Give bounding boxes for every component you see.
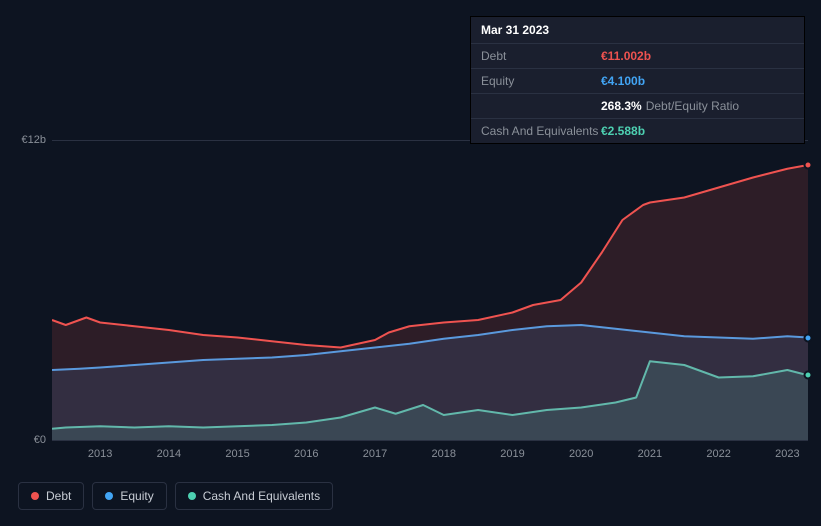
legend-label: Cash And Equivalents bbox=[203, 489, 320, 503]
tooltip-row-label: Debt bbox=[481, 49, 601, 63]
y-axis-label: €0 bbox=[34, 434, 46, 446]
tooltip-row-value: 268.3%Debt/Equity Ratio bbox=[601, 99, 739, 113]
tooltip-row: Equity€4.100b bbox=[471, 69, 804, 94]
legend-item[interactable]: Debt bbox=[18, 482, 84, 510]
x-axis-label: 2022 bbox=[706, 448, 730, 460]
legend: Debt Equity Cash And Equivalents bbox=[18, 482, 333, 510]
y-axis-label: €12b bbox=[22, 134, 46, 146]
x-axis-label: 2014 bbox=[157, 448, 181, 460]
tooltip-row: Debt€11.002b bbox=[471, 44, 804, 69]
x-axis-label: 2023 bbox=[775, 448, 799, 460]
chart-plot[interactable] bbox=[52, 140, 808, 440]
x-axis-label: 2013 bbox=[88, 448, 112, 460]
gridline bbox=[52, 440, 808, 441]
legend-label: Equity bbox=[120, 489, 153, 503]
series-area bbox=[52, 165, 808, 440]
legend-swatch bbox=[105, 492, 113, 500]
tooltip-row: 268.3%Debt/Equity Ratio bbox=[471, 94, 804, 119]
legend-item[interactable]: Cash And Equivalents bbox=[175, 482, 333, 510]
x-axis-label: 2017 bbox=[363, 448, 387, 460]
tooltip-panel: Mar 31 2023 Debt€11.002bEquity€4.100b268… bbox=[470, 16, 805, 144]
tooltip-row-label bbox=[481, 99, 601, 113]
chart-container: Mar 31 2023 Debt€11.002bEquity€4.100b268… bbox=[0, 0, 821, 526]
series-end-marker bbox=[804, 160, 813, 169]
tooltip-row-value: €4.100b bbox=[601, 74, 645, 88]
legend-item[interactable]: Equity bbox=[92, 482, 166, 510]
x-axis-label: 2015 bbox=[225, 448, 249, 460]
legend-swatch bbox=[31, 492, 39, 500]
x-axis-label: 2016 bbox=[294, 448, 318, 460]
tooltip-date: Mar 31 2023 bbox=[471, 17, 804, 44]
series-end-marker bbox=[804, 333, 813, 342]
x-axis-label: 2019 bbox=[500, 448, 524, 460]
tooltip-row-label: Cash And Equivalents bbox=[481, 124, 601, 138]
tooltip-row-suffix: Debt/Equity Ratio bbox=[646, 99, 739, 113]
x-axis-label: 2018 bbox=[431, 448, 455, 460]
tooltip-row-value: €2.588b bbox=[601, 124, 645, 138]
x-axis-label: 2020 bbox=[569, 448, 593, 460]
x-axis-label: 2021 bbox=[638, 448, 662, 460]
tooltip-row-value: €11.002b bbox=[601, 49, 651, 63]
tooltip-row: Cash And Equivalents€2.588b bbox=[471, 119, 804, 143]
legend-label: Debt bbox=[46, 489, 71, 503]
series-end-marker bbox=[804, 371, 813, 380]
legend-swatch bbox=[188, 492, 196, 500]
tooltip-row-label: Equity bbox=[481, 74, 601, 88]
